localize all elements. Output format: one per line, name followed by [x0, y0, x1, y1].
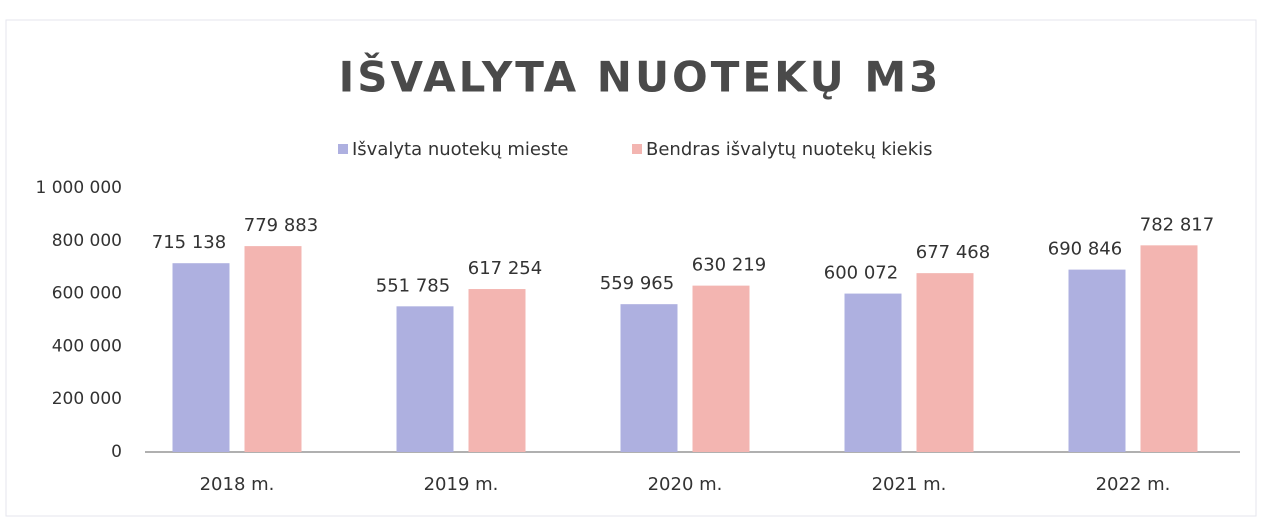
bar — [916, 273, 974, 452]
value-label: 782 817 — [1140, 214, 1214, 235]
bar — [844, 293, 902, 452]
bar — [468, 289, 526, 452]
value-label: 630 219 — [692, 255, 766, 276]
x-tick-label: 2021 m. — [872, 474, 947, 495]
y-tick-label: 1 000 000 — [35, 178, 122, 198]
bar — [1068, 269, 1126, 452]
value-label: 779 883 — [244, 215, 318, 236]
legend-swatch — [338, 144, 348, 154]
bar — [396, 306, 454, 452]
y-tick-label: 600 000 — [52, 284, 122, 304]
value-label: 559 965 — [600, 273, 674, 294]
legend-label: Bendras išvalytų nuotekų kiekis — [646, 139, 933, 160]
value-label: 600 072 — [824, 263, 898, 284]
value-label: 677 468 — [916, 242, 990, 263]
x-tick-label: 2018 m. — [200, 474, 275, 495]
x-tick-label: 2020 m. — [648, 474, 723, 495]
value-label: 551 785 — [376, 275, 450, 296]
y-tick-label: 0 — [111, 442, 122, 462]
legend-swatch — [632, 144, 642, 154]
y-tick-label: 400 000 — [52, 336, 122, 356]
bar — [1140, 245, 1198, 452]
x-tick-label: 2019 m. — [424, 474, 499, 495]
y-tick-label: 200 000 — [52, 389, 122, 409]
value-label: 617 254 — [468, 258, 542, 279]
chart-title: IŠVALYTA NUOTEKŲ M3 — [339, 52, 942, 102]
y-tick-label: 800 000 — [52, 231, 122, 251]
bar — [244, 246, 302, 452]
x-tick-label: 2022 m. — [1096, 474, 1171, 495]
bar — [620, 304, 678, 452]
legend-label: Išvalyta nuotekų mieste — [352, 139, 568, 160]
bar — [692, 285, 750, 452]
bar — [172, 263, 230, 452]
value-label: 690 846 — [1048, 239, 1122, 260]
value-label: 715 138 — [152, 232, 226, 253]
